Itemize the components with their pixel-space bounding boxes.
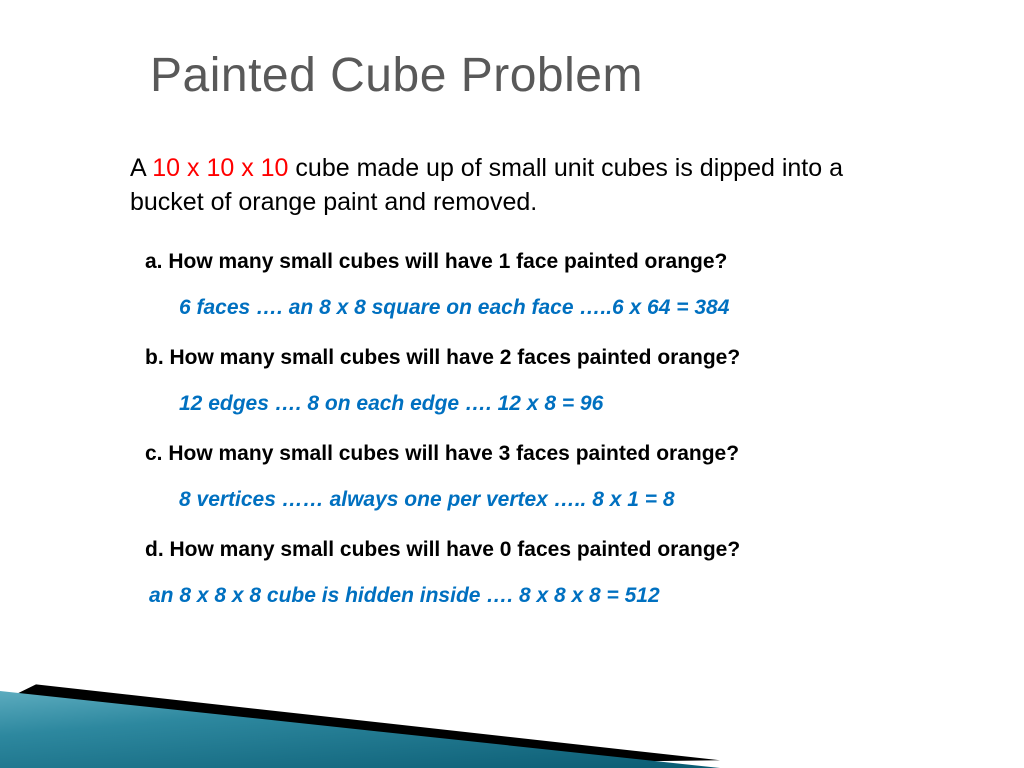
- cube-dimensions: 10 x 10 x 10: [152, 154, 288, 182]
- answer-a: 6 faces …. an 8 x 8 square on each face …: [179, 296, 905, 320]
- answer-c: 8 vertices …… always one per vertex ….. …: [179, 488, 905, 512]
- slide: Painted Cube Problem A 10 x 10 x 10 cube…: [0, 0, 1024, 768]
- page-title: Painted Cube Problem: [150, 48, 643, 103]
- question-c: c. How many small cubes will have 3 face…: [145, 442, 905, 466]
- question-b: b. How many small cubes will have 2 face…: [145, 346, 905, 370]
- qa-block: a. How many small cubes will have 1 face…: [145, 250, 905, 634]
- intro-prefix: A: [130, 154, 152, 182]
- question-a: a. How many small cubes will have 1 face…: [145, 250, 905, 274]
- question-d: d. How many small cubes will have 0 face…: [145, 538, 905, 562]
- answer-d: an 8 x 8 x 8 cube is hidden inside …. 8 …: [149, 584, 905, 608]
- problem-statement: A 10 x 10 x 10 cube made up of small uni…: [130, 152, 910, 220]
- answer-b: 12 edges …. 8 on each edge …. 12 x 8 = 9…: [179, 392, 905, 416]
